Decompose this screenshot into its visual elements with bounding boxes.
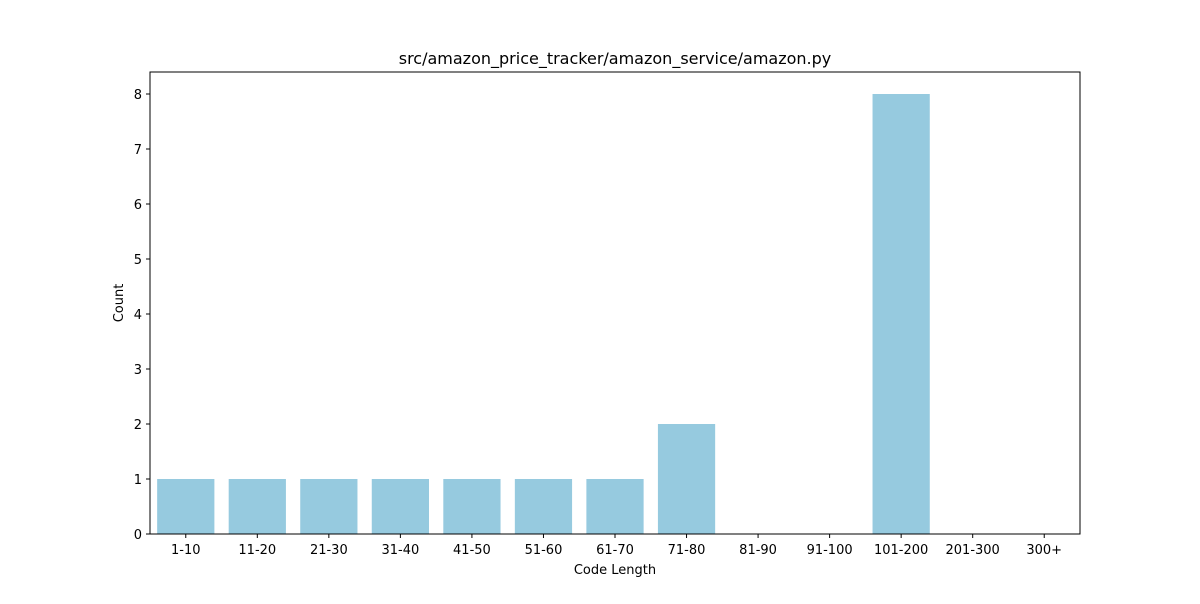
bar-71-80 — [657, 424, 716, 534]
y-tick-label: 8 — [134, 88, 142, 103]
bar-11-20 — [228, 479, 286, 534]
bar-1-10 — [157, 479, 215, 534]
y-tick-label: 0 — [134, 528, 142, 543]
y-tick-label: 7 — [134, 143, 142, 158]
x-tick-label: 11-20 — [238, 543, 276, 558]
bar-41-50 — [443, 479, 501, 534]
bar-21-30 — [300, 479, 358, 534]
y-tick-label: 6 — [134, 198, 142, 213]
x-tick-label: 201-300 — [946, 543, 1000, 558]
plot-frame — [149, 71, 1081, 535]
x-axis-label: Code Length — [574, 563, 656, 578]
y-tick-label: 2 — [134, 418, 142, 433]
x-tick-label: 21-30 — [310, 543, 348, 558]
x-tick-label: 41-50 — [453, 543, 491, 558]
y-tick-label: 1 — [134, 473, 142, 488]
x-tick-label: 91-100 — [807, 543, 853, 558]
y-axis: 0 1 2 3 4 5 6 7 8 — [134, 88, 150, 543]
x-tick-label: 300+ — [1026, 543, 1062, 558]
bars-group — [157, 94, 930, 534]
bar-61-70 — [586, 479, 644, 534]
x-tick-label: 51-60 — [525, 543, 563, 558]
bar-31-40 — [371, 479, 429, 534]
y-tick-label: 4 — [134, 308, 142, 323]
x-tick-label: 101-200 — [874, 543, 928, 558]
x-tick-label: 81-90 — [739, 543, 777, 558]
x-axis: 1-10 11-20 21-30 31-40 41-50 51-60 61-70 71-80 8… — [171, 534, 1062, 558]
x-tick-label: 71-80 — [668, 543, 706, 558]
chart-title: src/amazon_price_tracker/amazon_service/… — [399, 49, 832, 69]
x-tick-label: 31-40 — [381, 543, 419, 558]
x-tick-label: 61-70 — [596, 543, 634, 558]
x-tick-label: 1-10 — [171, 543, 201, 558]
y-tick-label: 5 — [134, 253, 142, 268]
y-axis-label: Count — [112, 284, 127, 323]
bar-51-60 — [514, 479, 573, 534]
bar-101-200 — [872, 94, 930, 534]
y-tick-label: 3 — [134, 363, 142, 378]
